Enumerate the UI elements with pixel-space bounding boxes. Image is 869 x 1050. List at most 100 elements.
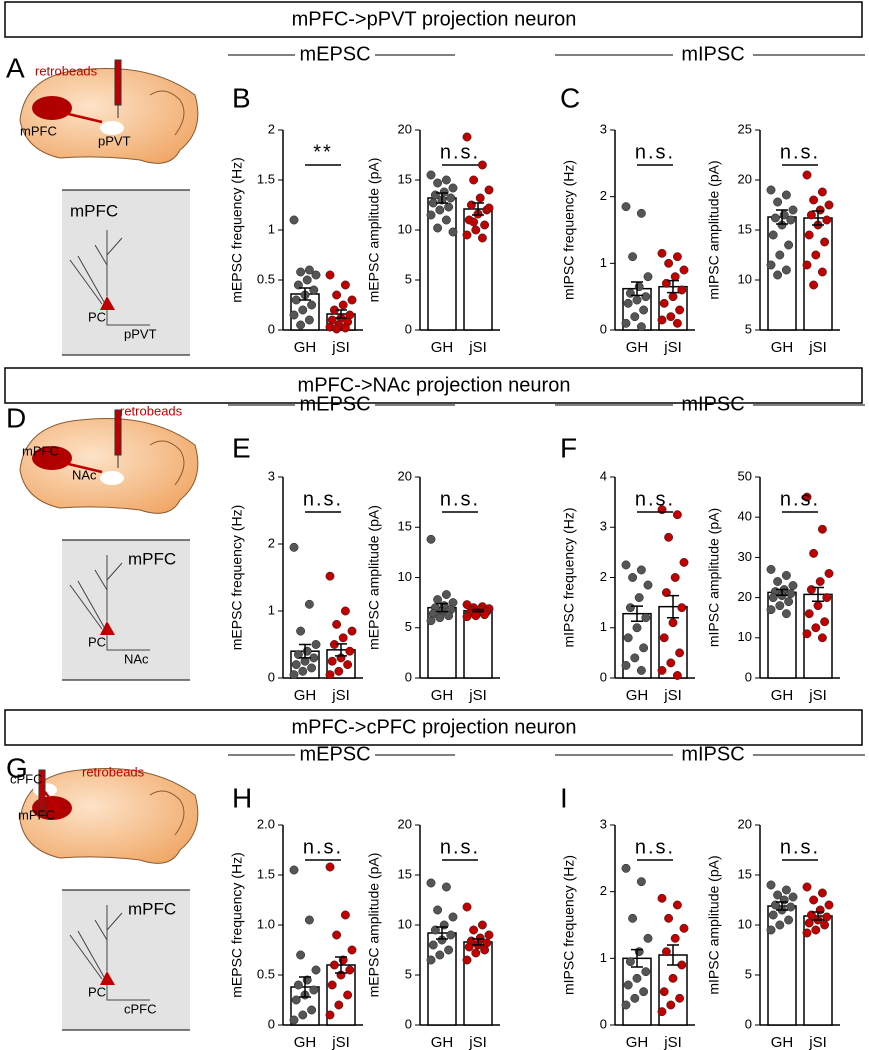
data-point xyxy=(668,618,678,628)
bar-chart: 5 10 15 20 25 mIPSC amplitude (pA) GH jSI n.s. xyxy=(706,121,840,356)
data-point xyxy=(426,210,436,220)
group-header: mIPSC xyxy=(681,743,744,765)
x-tick-label: GH xyxy=(294,339,317,356)
x-tick-label: GH xyxy=(431,339,454,356)
data-point xyxy=(775,250,785,260)
data-point xyxy=(768,593,778,603)
y-axis-label: mIPSC amplitude (pA) xyxy=(706,855,722,994)
data-point xyxy=(643,272,653,282)
projection xyxy=(59,110,103,124)
data-point xyxy=(670,272,680,282)
y-tick-label: 0 xyxy=(745,669,752,684)
y-tick-label: 1.5 xyxy=(257,171,275,186)
data-point xyxy=(802,260,812,270)
data-point xyxy=(786,902,796,912)
y-tick-label: 15 xyxy=(738,221,752,236)
data-point xyxy=(441,215,451,225)
significance-label: n.s. xyxy=(440,836,480,858)
data-point xyxy=(788,205,798,215)
y-tick-label: 20 xyxy=(398,121,412,136)
significance-label: n.s. xyxy=(635,141,675,163)
data-point xyxy=(813,601,823,611)
data-point xyxy=(672,900,682,910)
group-header: mEPSC xyxy=(299,393,370,415)
data-point xyxy=(824,900,834,910)
panel-letter: F xyxy=(560,432,577,463)
data-point xyxy=(677,285,687,295)
error-bar xyxy=(812,911,824,921)
data-point xyxy=(289,670,299,680)
data-point xyxy=(448,912,458,922)
error-bar xyxy=(776,209,788,225)
y-tick-label: 1 xyxy=(600,619,607,634)
data-point xyxy=(809,280,819,290)
data-point xyxy=(632,973,642,983)
brain-label: mPFC xyxy=(20,123,57,138)
data-point xyxy=(786,589,796,599)
data-point xyxy=(806,585,816,595)
y-tick-label: 10 xyxy=(738,916,752,931)
data-point xyxy=(448,183,458,193)
x-tick-label: GH xyxy=(771,1034,794,1050)
data-point xyxy=(433,178,443,188)
data-point xyxy=(304,915,314,925)
significance-label: n.s. xyxy=(440,488,480,510)
data-point xyxy=(428,940,438,950)
data-point xyxy=(298,305,308,315)
brain-label: cPFC xyxy=(10,771,43,786)
y-axis-label: mEPSC frequency (Hz) xyxy=(229,852,245,997)
dendrite xyxy=(94,555,150,651)
data-point xyxy=(641,613,651,623)
tracer-label: retrobeads xyxy=(35,63,98,78)
error-bar xyxy=(299,643,311,659)
data-point xyxy=(298,666,308,676)
data-point xyxy=(471,948,481,958)
y-tick-label: 10 xyxy=(398,221,412,236)
y-tick-label: 2 xyxy=(600,188,607,203)
data-point xyxy=(471,225,481,235)
cerebellum xyxy=(149,440,185,486)
y-tick-label: 3 xyxy=(268,468,275,483)
data-point xyxy=(304,599,314,609)
x-tick-label: GH xyxy=(431,687,454,704)
x-tick-label: GH xyxy=(626,339,649,356)
neuron xyxy=(100,296,115,310)
data-point xyxy=(307,1005,317,1015)
cell-box xyxy=(62,890,190,1030)
y-tick-label: 20 xyxy=(398,468,412,483)
significance-label: n.s. xyxy=(440,141,480,163)
data-point xyxy=(334,666,344,676)
data-point xyxy=(338,300,348,310)
cerebellum xyxy=(149,90,185,136)
y-tick-label: 0 xyxy=(268,321,275,336)
y-tick-label: 5 xyxy=(405,271,412,286)
y-axis-label: mEPSC amplitude (pA) xyxy=(366,158,382,303)
row-title: mPFC->cPFC projection neuron xyxy=(291,716,576,738)
data-point xyxy=(296,320,306,330)
brain xyxy=(19,417,199,514)
data-point xyxy=(809,548,819,558)
data-point xyxy=(781,609,791,619)
data-point xyxy=(639,305,649,315)
data-point xyxy=(802,170,812,180)
x-tick-label: jSI xyxy=(808,687,827,704)
data-point xyxy=(332,930,342,940)
group-header: mIPSC xyxy=(681,43,744,65)
data-point xyxy=(630,312,640,322)
data-point xyxy=(670,573,680,582)
panel-letter: I xyxy=(560,782,568,813)
data-point xyxy=(484,203,494,213)
y-tick-label: 5 xyxy=(405,966,412,981)
data-point xyxy=(325,270,335,280)
y-tick-label: 0 xyxy=(405,1016,412,1031)
data-point xyxy=(464,942,474,952)
data-point xyxy=(786,215,796,225)
x-tick-label: GH xyxy=(626,687,649,704)
title-box xyxy=(4,367,863,404)
data-point xyxy=(634,593,644,603)
data-point xyxy=(822,593,832,603)
data-point xyxy=(657,248,667,258)
data-point xyxy=(435,613,445,623)
error-bar xyxy=(667,594,679,619)
data-point xyxy=(817,888,827,898)
